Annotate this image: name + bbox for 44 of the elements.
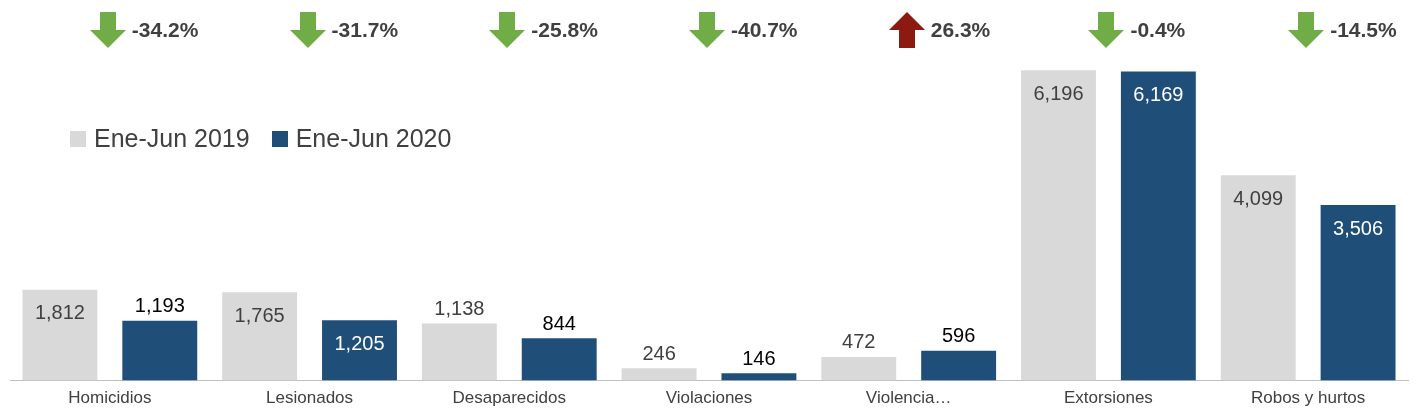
data-label: 1,205	[334, 331, 385, 354]
x-tick-label: Lesionados	[266, 388, 354, 408]
legend-label: Ene-Jun 2019	[94, 124, 250, 153]
data-label: 6,169	[1133, 83, 1184, 106]
bar	[821, 356, 897, 381]
bar	[521, 338, 597, 381]
text: -0.4%	[1130, 17, 1186, 41]
data-label: 3,506	[1333, 216, 1384, 239]
x-tick-label: Violencia…	[865, 388, 952, 408]
bar	[322, 320, 397, 381]
data-label: 1,138	[434, 297, 485, 320]
bar	[22, 289, 98, 381]
data-label: 6,196	[1033, 81, 1084, 104]
data-label: 1,193	[134, 294, 185, 317]
text: 26.3%	[930, 17, 991, 41]
bar	[921, 350, 997, 381]
x-tick-label: Desaparecidos	[452, 388, 566, 408]
data-label: 246	[642, 341, 676, 364]
data-label: 472	[842, 330, 876, 353]
bar	[421, 323, 497, 381]
x-tick-label: Violaciones	[665, 388, 753, 408]
text: -31.7%	[331, 17, 399, 41]
x-tick-label: Extorsiones	[1064, 388, 1153, 408]
text: -25.8%	[531, 17, 599, 41]
bar	[1320, 205, 1396, 381]
data-label: 596	[941, 324, 976, 347]
text: -34.2%	[131, 17, 199, 41]
bar	[1120, 71, 1196, 381]
text: -40.7%	[731, 17, 798, 41]
data-label: 1,765	[234, 303, 285, 326]
x-tick-label: Homicidios	[68, 388, 152, 408]
bar	[1220, 175, 1296, 381]
data-label: 146	[742, 346, 776, 369]
bar	[721, 373, 797, 381]
x-tick-label: Robos y hurtos	[1250, 388, 1366, 408]
data-label: 844	[542, 311, 576, 334]
bar	[122, 320, 198, 381]
bar	[1021, 70, 1096, 381]
data-label: 4,099	[1233, 186, 1284, 209]
data-label: 1,812	[34, 301, 85, 324]
text: -14.5%	[1330, 17, 1398, 41]
legend-label: Ene-Jun 2020	[295, 124, 452, 153]
bar	[222, 292, 298, 381]
bar	[621, 368, 697, 381]
